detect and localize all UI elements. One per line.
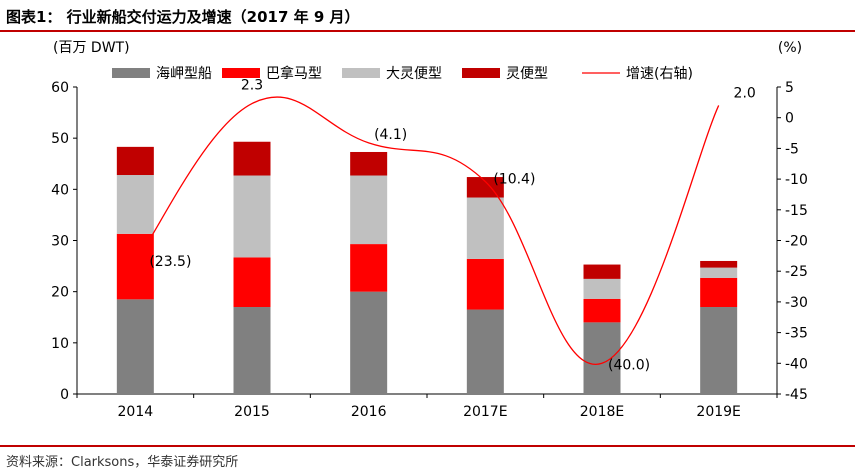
right-tick-label: -30 [785,295,808,311]
legend-swatch-0 [112,68,150,78]
title-divider [0,30,855,32]
legend-label-2: 大灵便型 [386,66,442,82]
chart-legend: 海岬型船 巴拿马型 大灵便型 灵便型 增速(右轴) [112,65,693,82]
left-tick-label: 20 [51,285,69,301]
bar-1-1 [233,257,271,308]
right-tick-label: 5 [785,80,794,96]
growth-label-2: (4.1) [374,127,407,143]
chart-bars [116,141,738,394]
bar-2-3 [466,197,504,259]
right-tick-label: -35 [785,326,808,342]
bar-1-2 [350,244,388,292]
growth-line: (23.5) 2.3 (4.1) (10.4) (40.0) 2.0 [134,78,756,373]
right-tick-label: -20 [785,234,808,250]
growth-label-4: (40.0) [608,357,650,373]
growth-label-3: (10.4) [493,172,535,188]
x-tick-label: 2018E [580,404,624,420]
legend-label-0: 海岬型船 [156,66,212,82]
bar-3-2 [350,151,388,176]
bar-1-0 [116,233,154,300]
bar-2-1 [233,175,271,258]
bar-1-5 [700,277,738,308]
left-tick-label: 0 [60,387,69,403]
legend-label-4: 增速(右轴) [626,66,693,82]
bar-3-0 [116,146,154,176]
bar-0-1 [233,307,271,394]
growth-label-0: (23.5) [149,254,191,270]
bar-2-2 [350,175,388,245]
source-divider [0,445,855,447]
legend-swatch-1 [222,68,260,78]
source-note: 资料来源：Clarksons，华泰证券研究所 [6,455,239,470]
left-tick-label: 30 [51,234,69,250]
bar-0-2 [350,291,388,394]
bar-0-3 [466,309,504,394]
x-tick-label: 2014 [118,404,154,420]
title-bar: 图表1： 行业新船交付运力及增速（2017 年 9 月） [0,0,855,30]
legend-label-3: 灵便型 [506,66,548,82]
growth-line-path [134,96,720,365]
right-tick-label: -40 [785,356,808,372]
bar-2-5 [700,267,738,278]
left-tick-label: 60 [51,80,69,96]
bar-2-0 [116,175,154,234]
bar-0-0 [116,299,154,394]
legend-label-1: 巴拿马型 [266,65,322,82]
growth-label-1: 2.3 [241,78,263,94]
left-axis-unit: (百万 DWT) [53,40,130,56]
x-tick-label: 2019E [696,404,740,420]
right-tick-label: -5 [785,141,799,157]
bar-1-4 [583,298,621,323]
x-tick-label: 2016 [351,404,387,420]
bar-0-4 [583,322,621,394]
right-tick-label: -25 [785,264,808,280]
right-tick-label: -10 [785,172,808,188]
left-tick-label: 10 [51,336,69,352]
bar-0-5 [700,307,738,394]
right-tick-label: 0 [785,111,794,127]
legend-swatch-3 [462,68,500,78]
bar-3-5 [700,260,738,268]
legend-swatch-2 [342,68,380,78]
bar-3-4 [583,264,621,279]
right-tick-label: -45 [785,387,808,403]
bar-1-3 [466,258,504,310]
left-tick-label: 50 [51,131,69,147]
bar-3-1 [233,141,271,176]
right-tick-label: -15 [785,203,808,219]
x-tick-label: 2017E [463,404,507,420]
page-title: 图表1： 行业新船交付运力及增速（2017 年 9 月） [6,8,360,26]
x-tick-label: 2015 [234,404,270,420]
left-tick-label: 40 [51,182,69,198]
right-axis-unit: (%) [778,40,802,56]
growth-label-5: 2.0 [734,85,756,101]
bar-2-4 [583,278,621,299]
